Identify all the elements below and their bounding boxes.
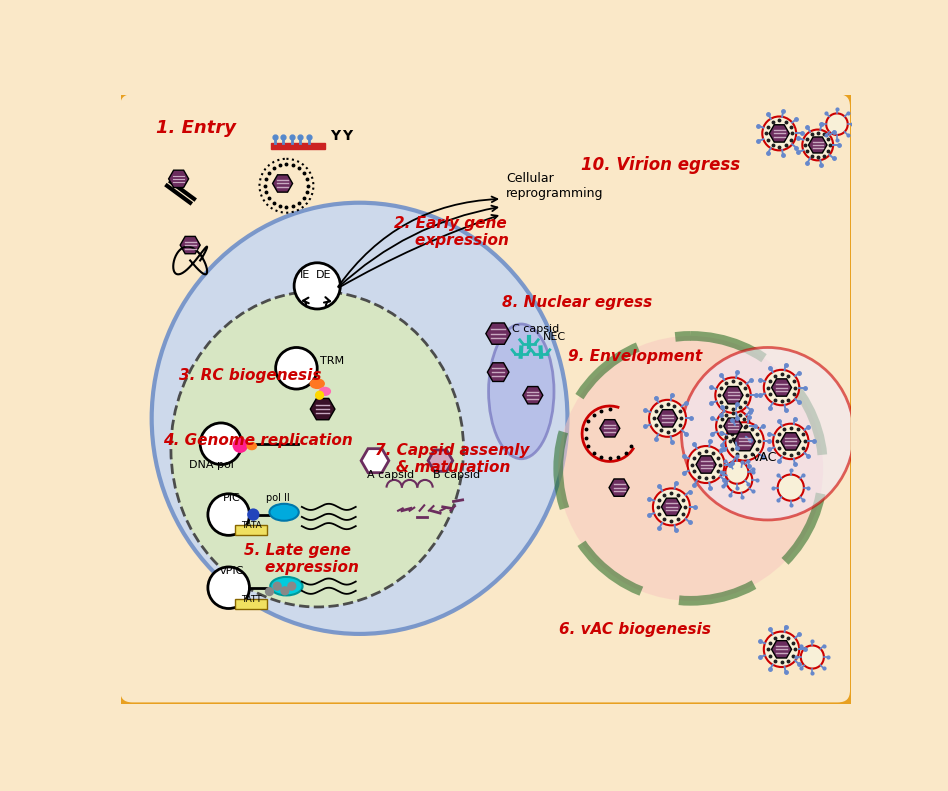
Circle shape [725,460,748,484]
Text: TATA: TATA [241,521,262,531]
Text: 5. Late gene
    expression: 5. Late gene expression [244,543,359,575]
Text: B capsid: B capsid [433,471,481,480]
Text: IE: IE [300,271,310,280]
Circle shape [777,475,804,501]
Circle shape [247,509,260,520]
Circle shape [294,263,340,309]
Circle shape [232,437,248,453]
Text: vAC: vAC [753,451,776,464]
Circle shape [273,581,282,591]
Circle shape [725,422,764,460]
Circle shape [276,347,318,389]
Polygon shape [723,418,742,434]
Circle shape [716,409,750,443]
Polygon shape [772,379,792,396]
Text: pol II: pol II [265,493,289,503]
Circle shape [827,113,848,135]
Circle shape [264,587,274,596]
Text: 7. Capsid assemly
    & maturation: 7. Capsid assemly & maturation [375,443,530,475]
Polygon shape [809,137,827,153]
Polygon shape [772,641,792,658]
Polygon shape [428,450,453,471]
Text: DE: DE [316,271,331,280]
Circle shape [281,586,289,596]
Polygon shape [485,323,510,344]
Circle shape [200,423,242,464]
Polygon shape [609,479,629,496]
Circle shape [208,494,249,536]
Circle shape [802,130,833,161]
Ellipse shape [246,442,257,450]
Ellipse shape [269,504,299,520]
Polygon shape [696,456,716,473]
Circle shape [287,581,297,591]
Bar [235,524,267,535]
Polygon shape [273,175,293,192]
Circle shape [687,446,724,483]
Circle shape [208,567,249,608]
Circle shape [801,645,824,668]
Polygon shape [487,363,509,381]
Text: 10. Virion egress: 10. Virion egress [581,157,740,174]
Polygon shape [361,448,389,473]
Ellipse shape [319,387,331,396]
Circle shape [682,347,854,520]
Text: 6. vAC biogenesis: 6. vAC biogenesis [559,622,711,637]
Text: 4. Genome replication: 4. Genome replication [163,433,353,448]
Text: PIC: PIC [223,493,241,503]
Text: Cellular
reprogramming: Cellular reprogramming [506,172,603,200]
Text: 8. Nuclear egress: 8. Nuclear egress [502,295,652,309]
Polygon shape [180,237,200,254]
Text: DNA pol: DNA pol [190,460,234,471]
Text: vPIC: vPIC [220,566,244,576]
Polygon shape [310,399,335,420]
Polygon shape [723,387,743,404]
Circle shape [716,377,751,413]
Circle shape [764,370,799,405]
Polygon shape [658,410,678,427]
Text: 2. Early gene
    expression: 2. Early gene expression [394,216,509,248]
Text: A capsid: A capsid [367,471,414,480]
Circle shape [315,391,324,399]
Polygon shape [769,125,790,142]
Bar [235,599,267,608]
Text: 9. Envelopment: 9. Envelopment [568,349,702,364]
Circle shape [773,424,809,459]
Polygon shape [734,432,756,451]
Polygon shape [522,387,543,404]
Ellipse shape [152,202,568,634]
Text: Y: Y [342,129,352,142]
Polygon shape [600,420,620,437]
Ellipse shape [171,291,464,607]
Text: TATT: TATT [241,596,262,604]
Circle shape [764,631,799,667]
Circle shape [558,336,823,601]
Circle shape [649,399,686,437]
Bar [271,143,325,149]
Polygon shape [169,170,189,187]
Text: 3. RC biogenesis: 3. RC biogenesis [178,368,321,383]
Text: TRM: TRM [319,357,344,366]
Circle shape [726,467,753,493]
Circle shape [653,488,690,525]
Ellipse shape [309,378,325,389]
Text: C capsid: C capsid [512,324,559,334]
Text: Y: Y [330,129,340,142]
FancyBboxPatch shape [117,91,853,706]
Text: NEC: NEC [543,331,566,342]
Ellipse shape [270,577,302,596]
Polygon shape [781,433,801,450]
Ellipse shape [488,324,554,459]
Polygon shape [662,498,682,516]
Text: 1. Entry: 1. Entry [155,119,235,138]
Circle shape [762,116,796,150]
